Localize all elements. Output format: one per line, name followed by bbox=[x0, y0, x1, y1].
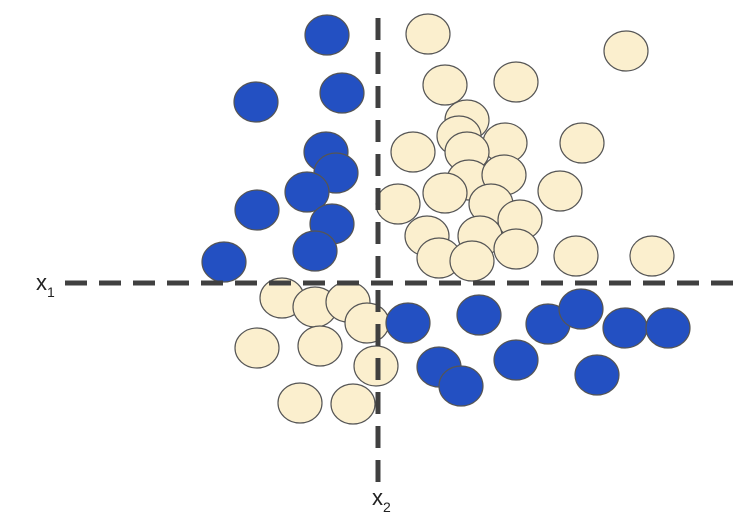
cream-point-9 bbox=[390, 131, 436, 173]
x2-subscript: 2 bbox=[383, 499, 391, 515]
cream-point-2 bbox=[603, 30, 649, 72]
blue-point-15 bbox=[602, 307, 648, 349]
cream-point-21 bbox=[449, 240, 495, 282]
blue-point-6 bbox=[284, 171, 330, 213]
blue-class-points bbox=[201, 14, 691, 407]
cream-point-22 bbox=[493, 228, 539, 270]
blue-point-1 bbox=[304, 14, 350, 56]
cream-point-8 bbox=[559, 122, 605, 164]
blue-point-3 bbox=[319, 72, 365, 114]
cream-point-4 bbox=[493, 61, 539, 103]
x1-axis-label: x1 bbox=[36, 270, 55, 300]
cream-point-28 bbox=[344, 302, 390, 344]
cream-class-points bbox=[234, 13, 675, 425]
cream-point-29 bbox=[234, 327, 280, 369]
cream-point-1 bbox=[405, 13, 451, 55]
blue-point-14 bbox=[558, 288, 604, 330]
blue-point-12 bbox=[456, 294, 502, 336]
blue-point-9 bbox=[292, 230, 338, 272]
cream-point-30 bbox=[297, 325, 343, 367]
cream-point-3 bbox=[422, 64, 468, 106]
blue-point-10 bbox=[201, 241, 247, 283]
cream-point-24 bbox=[629, 235, 675, 277]
blue-point-20 bbox=[574, 354, 620, 396]
blue-point-7 bbox=[234, 189, 280, 231]
cream-point-15 bbox=[422, 172, 468, 214]
cream-point-14 bbox=[375, 183, 421, 225]
blue-point-19 bbox=[438, 365, 484, 407]
blue-point-2 bbox=[233, 81, 279, 123]
x1-subscript: 1 bbox=[47, 284, 55, 300]
x2-axis-label: x2 bbox=[372, 485, 391, 515]
cream-point-32 bbox=[277, 382, 323, 424]
blue-point-16 bbox=[645, 307, 691, 349]
cream-point-23 bbox=[553, 235, 599, 277]
blue-point-11 bbox=[385, 302, 431, 344]
cream-point-13 bbox=[537, 170, 583, 212]
cream-point-33 bbox=[330, 383, 376, 425]
blue-point-17 bbox=[493, 339, 539, 381]
